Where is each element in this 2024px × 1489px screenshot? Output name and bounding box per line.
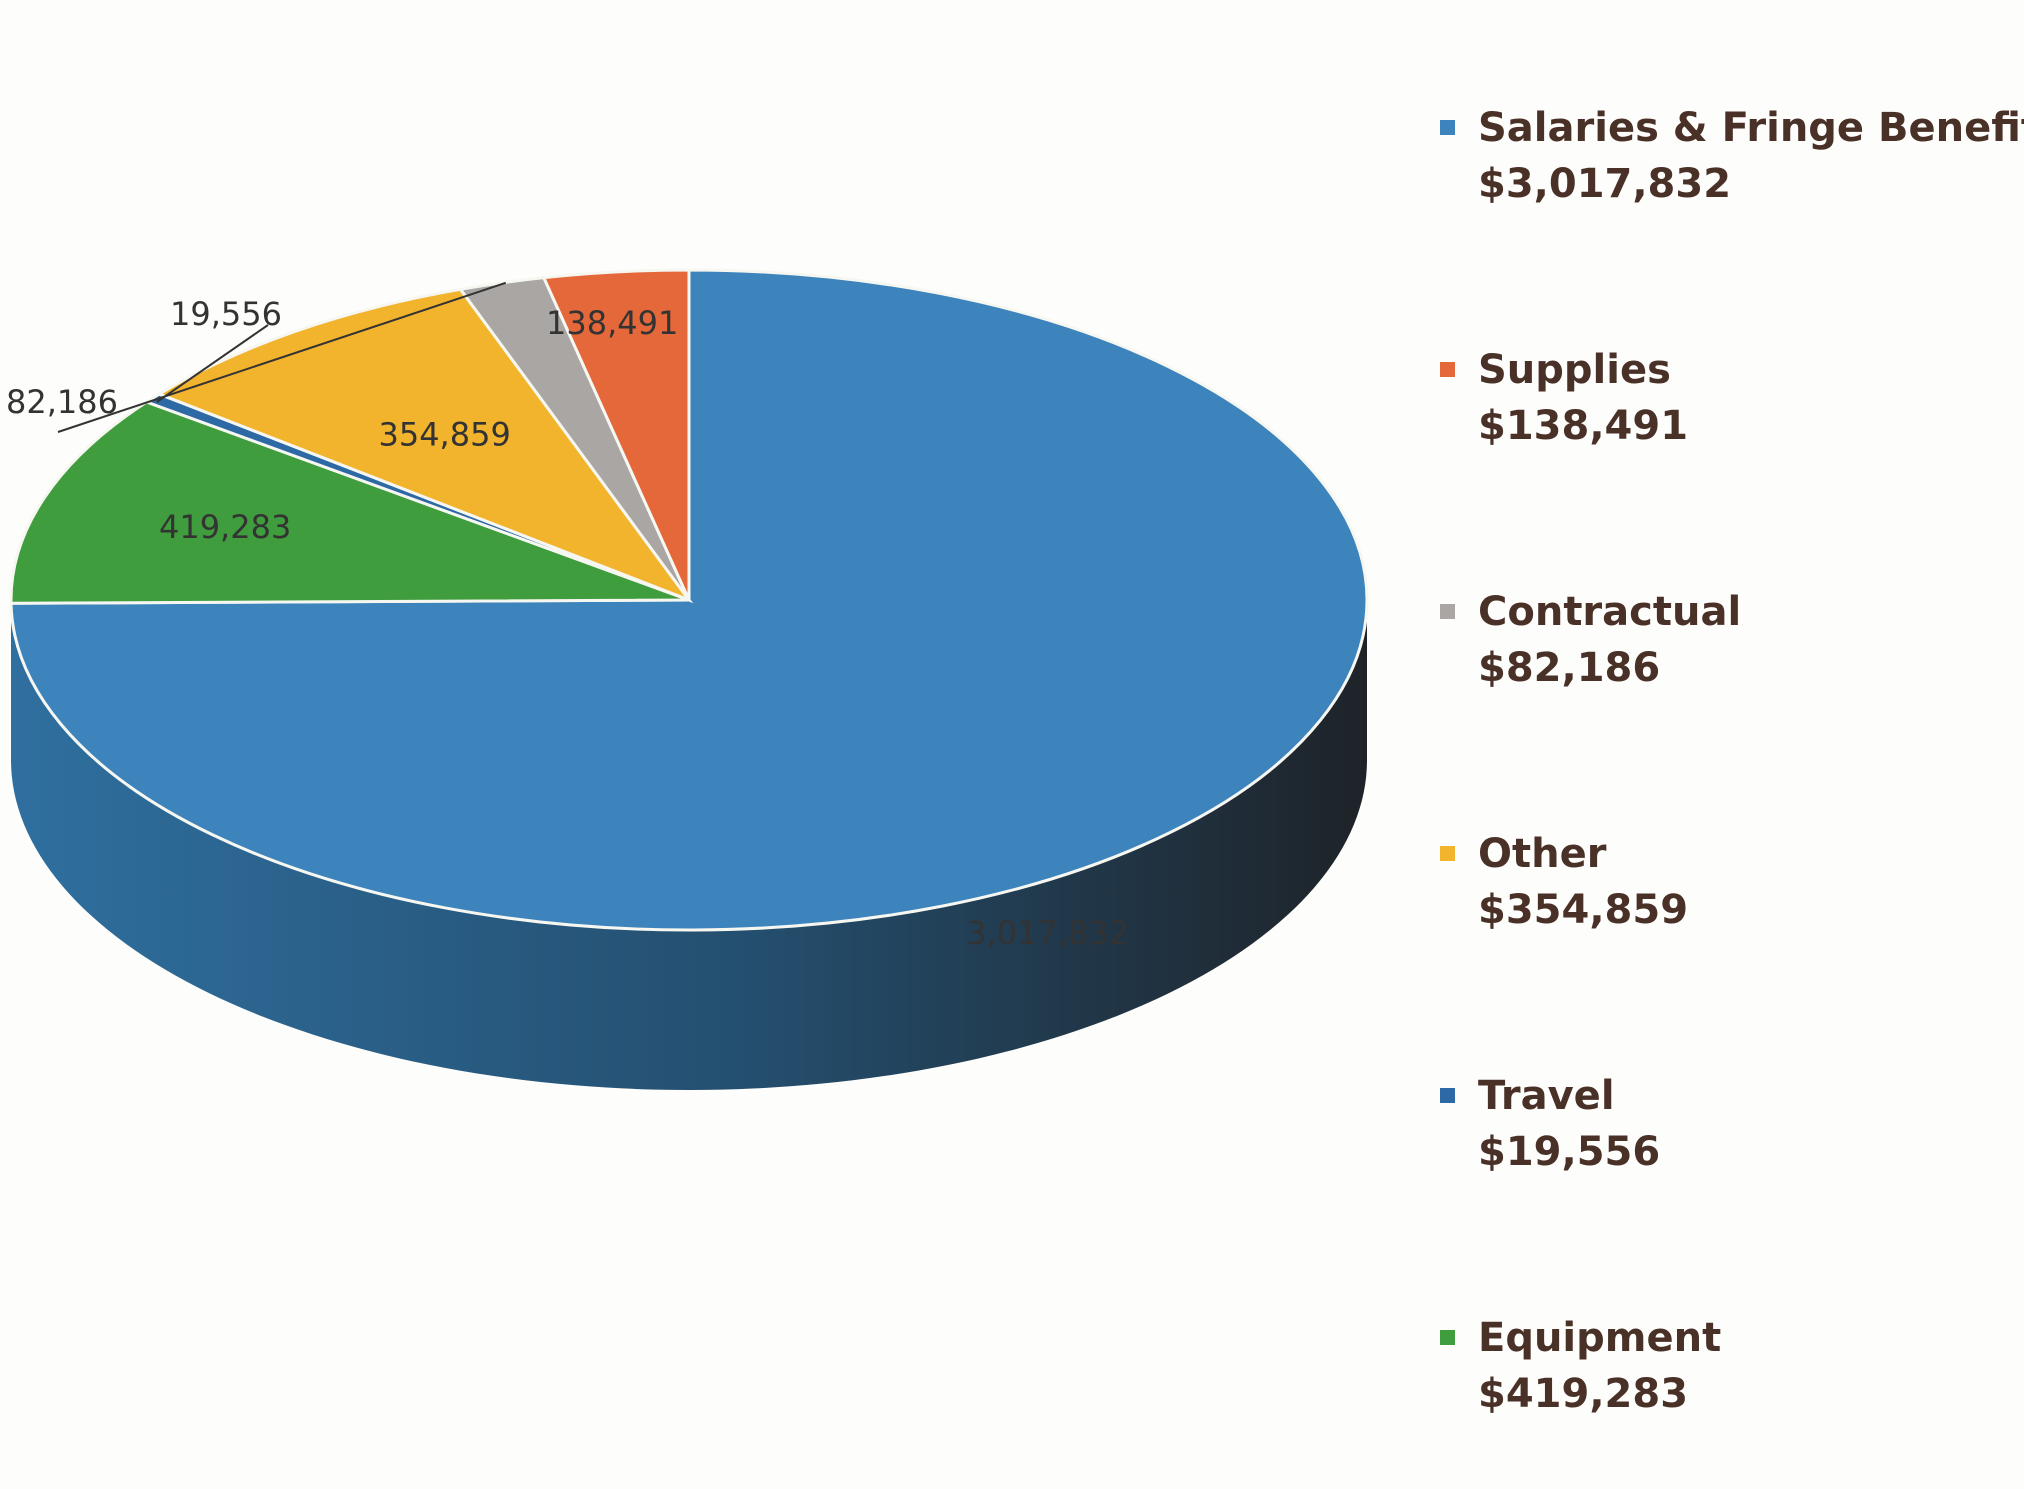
pie-side-wall — [11, 600, 1367, 1090]
legend-amount: $19,556 — [1478, 1129, 1661, 1175]
legend-swatch — [1440, 846, 1455, 861]
legend-swatch — [1440, 362, 1455, 377]
legend-amount: $419,283 — [1478, 1371, 1689, 1417]
pie-slice-other — [155, 287, 694, 604]
legend-swatch — [1440, 1088, 1455, 1103]
slice-label-equipment: 419,283 — [159, 508, 291, 546]
slice-label-travel: 19,556 — [170, 295, 282, 333]
legend-amount: $354,859 — [1478, 887, 1689, 933]
leader-line-travel — [156, 324, 269, 403]
slice-label-supplies: 138,491 — [546, 304, 678, 342]
slice-label-salaries: 3,017,832 — [966, 914, 1129, 952]
legend-label: Equipment — [1478, 1315, 1722, 1361]
pie-slice-equipment — [9, 400, 690, 605]
legend-amount: $82,186 — [1478, 645, 1661, 691]
legend-swatch — [1440, 120, 1455, 135]
legend-label: Contractual — [1478, 589, 1742, 635]
pie-slice-supplies — [541, 268, 691, 601]
slice-label-other: 354,859 — [378, 416, 510, 454]
legend-label: Travel — [1478, 1073, 1615, 1119]
leader-line-contractual — [57, 281, 507, 433]
legend-label: Supplies — [1478, 347, 1671, 393]
legend-amount: $3,017,832 — [1478, 161, 1732, 207]
legend-swatch — [1440, 1330, 1455, 1345]
legend-amount: $138,491 — [1478, 403, 1689, 449]
slice-label-contractual: 82,186 — [6, 383, 118, 421]
legend-label: Other — [1478, 831, 1607, 877]
legend-label: Salaries & Fringe Benefits — [1478, 105, 2024, 151]
legend-swatch — [1440, 604, 1455, 619]
